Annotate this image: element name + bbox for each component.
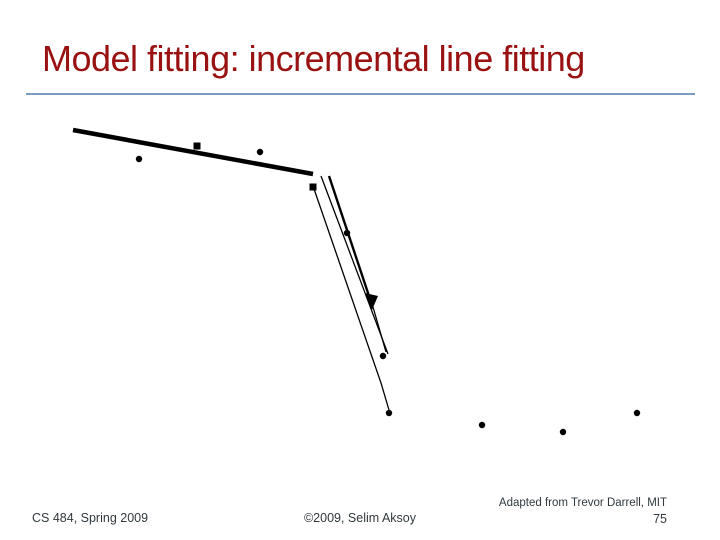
thin-fit-line-right: [320, 175, 389, 355]
data-point: [478, 421, 486, 429]
data-point: [309, 183, 317, 191]
footer-copyright: ©2009, Selim Aksoy: [303, 511, 417, 525]
fitted-line-top: [72, 127, 314, 177]
data-point: [379, 352, 387, 360]
attribution-text: Adapted from Trevor Darrell, MIT: [498, 497, 667, 509]
data-point: [193, 142, 201, 150]
data-point: [633, 409, 641, 417]
slide-number: 75: [653, 512, 667, 526]
footer-attribution-block: Adapted from Trevor Darrell, MIT 75: [499, 495, 667, 528]
data-point: [559, 428, 567, 436]
thin-fit-line-lower: [372, 306, 387, 353]
footer-course-label: CS 484, Spring 2009: [32, 511, 149, 525]
title-underline: [26, 93, 695, 95]
data-point: [343, 229, 351, 237]
medium-fit-line: [327, 175, 373, 303]
data-point: [385, 409, 393, 417]
data-point: [135, 155, 143, 163]
fit-line-arrowhead-icon: [365, 293, 378, 310]
data-point: [256, 148, 264, 156]
thin-fit-line-long: [312, 185, 390, 411]
slide-title: Model fitting: incremental line fitting: [42, 38, 585, 79]
